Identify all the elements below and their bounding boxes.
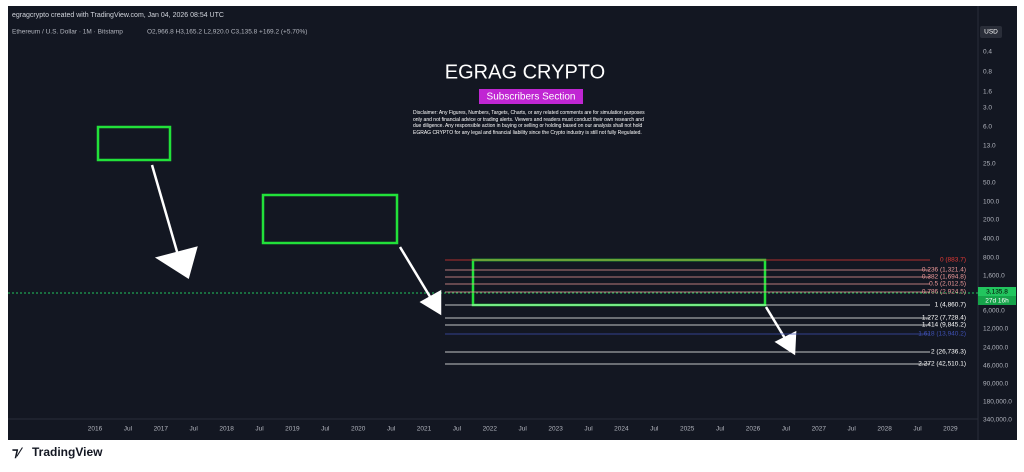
arrow-head bbox=[419, 289, 442, 316]
fib-label: 1.618 (13,940.2) bbox=[918, 331, 966, 338]
time-tick-label: Jul bbox=[387, 426, 396, 433]
price-tick-label: 200.0 bbox=[983, 217, 1000, 224]
time-tick-label: Jul bbox=[913, 426, 922, 433]
time-tick-label: 2024 bbox=[614, 426, 629, 433]
time-tick-label: Jul bbox=[255, 426, 264, 433]
countdown-box bbox=[978, 296, 1016, 305]
fib-label: 0.236 (1,321.4) bbox=[922, 267, 966, 274]
disclaimer: Disclaimer: Any Figures, Numbers, Target… bbox=[413, 110, 645, 136]
fib-label: 2.272 (42,510.1) bbox=[918, 361, 966, 368]
time-tick-label: Jul bbox=[519, 426, 528, 433]
price-tick-label: 6,000.0 bbox=[983, 308, 1005, 315]
last-price-box bbox=[978, 287, 1016, 296]
time-tick-label: 2026 bbox=[746, 426, 761, 433]
arrow bbox=[150, 164, 182, 263]
fib-label: 0.5 (2,012.5) bbox=[929, 281, 966, 288]
fib-label: 0.382 (1,694.8) bbox=[922, 274, 966, 281]
time-tick-label: 2017 bbox=[154, 426, 169, 433]
time-tick-label: Jul bbox=[716, 426, 725, 433]
fib-label: 1 (4,860.7) bbox=[935, 302, 966, 309]
arrows bbox=[150, 164, 797, 356]
price-tick-label: 13.0 bbox=[983, 143, 996, 150]
time-tick-label: Jul bbox=[453, 426, 462, 433]
time-tick-label: 2021 bbox=[417, 426, 432, 433]
price-tick-label: 100.0 bbox=[983, 199, 1000, 206]
currency-box[interactable] bbox=[980, 26, 1002, 38]
range-box bbox=[96, 125, 172, 162]
time-tick-label: Jul bbox=[584, 426, 593, 433]
price-tick-label: 25.0 bbox=[983, 161, 996, 168]
time-tick-label: 2028 bbox=[877, 426, 892, 433]
time-tick-label: Jul bbox=[848, 426, 857, 433]
legend-symbol: Ethereum / U.S. Dollar · 1M · Bitstamp bbox=[12, 29, 123, 36]
arrow bbox=[398, 246, 434, 301]
time-tick-label: 2020 bbox=[351, 426, 366, 433]
time-tick-label: Jul bbox=[650, 426, 659, 433]
time-tick-label: Jul bbox=[782, 426, 791, 433]
time-tick-label: 2016 bbox=[88, 426, 103, 433]
time-tick-label: Jul bbox=[124, 426, 133, 433]
legend-ohlc: O2,966.8 H3,165.2 L2,920.0 C3,135.8 +169… bbox=[147, 29, 307, 36]
price-tick-label: 3.0 bbox=[983, 105, 992, 112]
time-tick-label: 2019 bbox=[285, 426, 300, 433]
countdown: 27d 16h bbox=[985, 298, 1009, 305]
fib-label: 0.786 (2,924.5) bbox=[922, 289, 966, 296]
badge-text: Subscribers Section bbox=[487, 92, 576, 103]
price-tick-label: 1,600.0 bbox=[983, 273, 1005, 280]
time-tick-label: 2029 bbox=[943, 426, 958, 433]
last-price: 3,135.8 bbox=[986, 289, 1008, 296]
price-tick-label: 24,000.0 bbox=[983, 345, 1009, 352]
footer-logo: ⁊⁄ bbox=[12, 444, 23, 459]
time-tick-label: 2023 bbox=[548, 426, 563, 433]
arrow bbox=[764, 306, 788, 341]
time-tick-label: 2027 bbox=[812, 426, 827, 433]
price-tick-label: 6.0 bbox=[983, 124, 992, 131]
chart-background bbox=[8, 6, 1017, 440]
price-tick-label: 46,000.0 bbox=[983, 363, 1009, 370]
time-tick-label: Jul bbox=[321, 426, 330, 433]
price-tick-label: 0.8 bbox=[983, 69, 992, 76]
fib-label: 1.414 (9,845.2) bbox=[922, 322, 966, 329]
range-box bbox=[261, 193, 399, 245]
fib-label: 1.272 (7,728.4) bbox=[922, 315, 966, 322]
price-tick-label: 50.0 bbox=[983, 180, 996, 187]
footer-bar bbox=[0, 440, 1024, 472]
arrow-head bbox=[774, 330, 797, 356]
badge-box bbox=[479, 89, 583, 104]
time-tick-label: 2018 bbox=[219, 426, 234, 433]
price-tick-label: 1.6 bbox=[983, 89, 992, 96]
overlay-title: EGRAG CRYPTO bbox=[445, 61, 605, 83]
price-tick-label: 400.0 bbox=[983, 236, 1000, 243]
currency-label[interactable]: USD bbox=[984, 29, 998, 36]
price-tick-label: 0.4 bbox=[983, 49, 992, 56]
arrow-head bbox=[154, 246, 198, 279]
time-tick-label: 2022 bbox=[483, 426, 498, 433]
price-tick-label: 90,000.0 bbox=[983, 381, 1009, 388]
price-tick-label: 180,000.0 bbox=[983, 399, 1012, 406]
time-tick-label: Jul bbox=[190, 426, 199, 433]
footer-brand: TradingView bbox=[32, 445, 103, 459]
header-credit: egragcrypto created with TradingView.com… bbox=[12, 12, 224, 19]
time-tick-label: 2025 bbox=[680, 426, 695, 433]
fib-label: 2 (26,736.3) bbox=[931, 349, 966, 356]
fib-label: 0 (883.7) bbox=[940, 257, 966, 264]
price-tick-label: 340,000.0 bbox=[983, 417, 1012, 424]
price-tick-label: 800.0 bbox=[983, 255, 1000, 262]
price-tick-label: 12,000.0 bbox=[983, 326, 1009, 333]
